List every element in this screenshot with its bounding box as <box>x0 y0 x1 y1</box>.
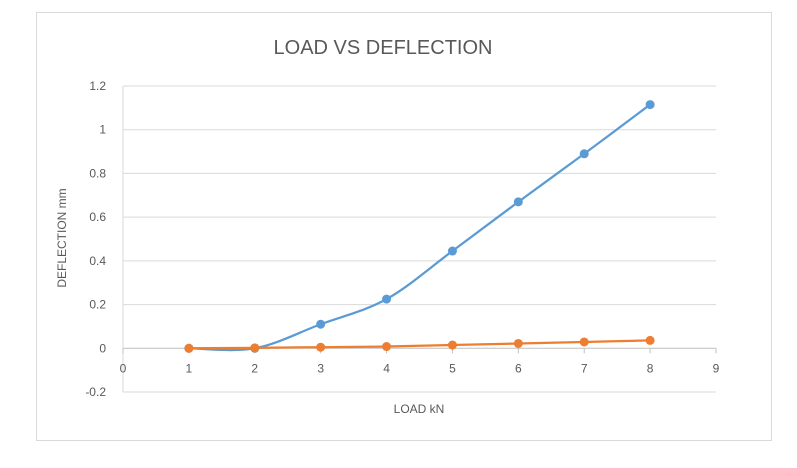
y-tick-label: 0.4 <box>89 254 106 268</box>
series-line <box>188 339 651 350</box>
data-point <box>447 340 457 350</box>
y-tick-label: 0.6 <box>89 210 106 224</box>
chart-title: LOAD VS DEFLECTION <box>274 37 493 59</box>
series-line <box>188 103 651 352</box>
y-tick-label: -0.2 <box>85 385 106 399</box>
series-1 <box>184 100 655 353</box>
data-point <box>447 246 457 256</box>
data-point <box>645 335 655 345</box>
y-tick-label: 0.2 <box>89 298 106 312</box>
chart-area <box>36 12 772 441</box>
data-point <box>579 149 589 159</box>
data-point <box>382 294 392 304</box>
data-point <box>250 343 260 353</box>
x-tick-label: 9 <box>713 361 720 375</box>
data-point <box>513 197 523 207</box>
x-tick-label: 5 <box>449 361 456 375</box>
y-tick-labels: -0.2 0 0.2 0.4 0.6 0.8 1 1.2 <box>85 79 106 399</box>
data-point <box>316 342 326 352</box>
x-tick-label: 2 <box>251 361 258 375</box>
x-tick-label: 6 <box>515 361 522 375</box>
x-tick-label: 0 <box>120 361 127 375</box>
x-tick-label: 8 <box>647 361 654 375</box>
y-tick-label: 0 <box>99 341 106 355</box>
data-point <box>382 342 392 352</box>
x-axis-title: LOAD kN <box>394 402 445 416</box>
y-tick-label: 1 <box>99 123 106 137</box>
data-point <box>645 100 655 110</box>
y-axis-title: DEFLECTION mm <box>55 188 69 287</box>
x-tick-label: 1 <box>186 361 193 375</box>
y-tick-label: 0.8 <box>89 166 106 180</box>
x-tick-labels: 0 1 2 3 4 5 6 7 8 9 <box>120 361 720 375</box>
data-point <box>316 319 326 329</box>
data-point <box>184 343 194 353</box>
x-tick-label: 3 <box>317 361 324 375</box>
series-2 <box>184 335 655 353</box>
x-tick-label: 7 <box>581 361 588 375</box>
data-point <box>579 337 589 347</box>
x-tick-label: 4 <box>383 361 390 375</box>
y-tick-label: 1.2 <box>89 79 106 93</box>
plot-series <box>184 100 655 353</box>
data-point <box>513 338 523 348</box>
